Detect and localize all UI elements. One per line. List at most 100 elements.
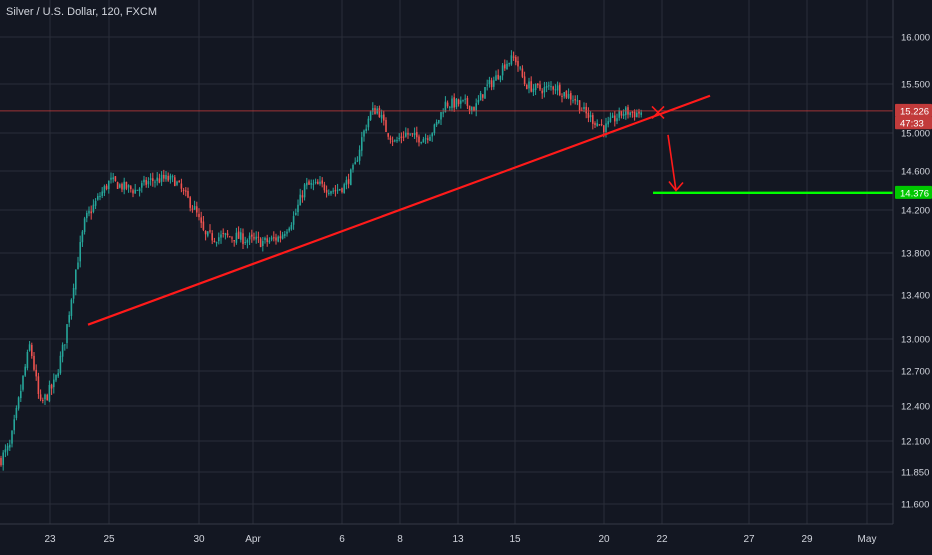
y-tick-label: 14.600 — [901, 167, 930, 178]
candle-body — [132, 190, 134, 194]
candle-body — [237, 231, 240, 239]
candle-body — [202, 221, 205, 230]
candle-body — [460, 100, 462, 104]
candle-body — [127, 185, 130, 188]
candle-body — [396, 140, 398, 142]
candle-body — [4, 449, 7, 453]
break-cross-icon — [651, 105, 665, 119]
candle-body — [477, 100, 480, 103]
x-tick-label: May — [858, 534, 877, 545]
y-axis[interactable]: 16.000 15.500 15.000 14.600 14.200 13.800 13.4… — [892, 0, 932, 550]
candle-body — [515, 57, 517, 63]
candle-body — [299, 194, 301, 206]
candle-body — [251, 234, 253, 237]
candle-body — [191, 208, 194, 210]
candle-body — [218, 237, 220, 242]
candle-body — [88, 210, 90, 214]
candle-body — [611, 115, 614, 118]
x-axis[interactable]: 23 25 30 Apr 6 8 13 15 20 22 27 29 May — [0, 523, 893, 545]
support-trendline[interactable] — [87, 94, 711, 326]
candle-body — [638, 111, 640, 114]
candle-body — [475, 103, 477, 112]
candle-body — [235, 232, 238, 243]
candle-body — [284, 234, 286, 236]
x-tick-label: 6 — [339, 534, 345, 545]
candle-body — [55, 374, 57, 381]
candle-body — [13, 419, 15, 431]
candle-body — [556, 85, 559, 91]
candle-body — [44, 394, 46, 400]
candle-body — [103, 186, 106, 193]
grid — [0, 0, 893, 524]
candle-body — [277, 236, 279, 242]
candle-body — [589, 115, 592, 118]
candle-body — [614, 115, 616, 122]
candle-body — [541, 90, 543, 94]
candle-body — [372, 108, 374, 112]
candle-body — [367, 118, 370, 128]
candle-body — [444, 101, 447, 113]
candle-body — [332, 190, 334, 192]
candle-body — [42, 399, 44, 401]
candle-body — [165, 174, 167, 180]
candle-body — [110, 177, 112, 180]
candle-body — [200, 217, 202, 223]
candle-body — [224, 233, 227, 235]
candle-body — [400, 136, 403, 138]
candle-body — [497, 74, 499, 79]
candle-body — [427, 138, 429, 140]
candle-body — [592, 115, 594, 124]
candle-body — [112, 177, 114, 180]
candle-body — [343, 184, 345, 193]
candle-body — [636, 112, 638, 118]
candle-body — [281, 234, 284, 239]
x-tick-label: 8 — [397, 534, 403, 545]
candle-body — [449, 106, 451, 108]
candle-body — [125, 181, 128, 189]
candle-body — [341, 188, 343, 193]
candle-body — [28, 344, 31, 351]
candle-body — [180, 183, 183, 189]
candle-body — [295, 212, 297, 215]
y-tick-label: 11.600 — [901, 500, 929, 511]
candle-body — [275, 237, 277, 241]
candle-body — [554, 89, 557, 91]
candle-body — [620, 110, 623, 116]
price-tag-label: 15.226 — [900, 106, 929, 117]
candle-body — [387, 133, 389, 137]
candle-body — [9, 444, 11, 448]
candle-body — [273, 237, 275, 239]
candle-body — [550, 86, 552, 88]
candle-body — [413, 133, 416, 136]
x-tick-label: 23 — [44, 534, 56, 545]
candle-body — [257, 236, 260, 238]
candle-body — [185, 190, 187, 192]
candle-body — [350, 169, 352, 186]
candle-body — [59, 355, 62, 374]
candle-body — [31, 345, 33, 357]
candle-body — [609, 117, 612, 122]
candle-body — [240, 232, 242, 240]
candle-body — [583, 106, 585, 110]
candle-body — [33, 355, 35, 370]
y-axis-panel — [893, 0, 932, 550]
candle-body — [105, 185, 108, 189]
candle-body — [220, 234, 222, 238]
candle-body — [226, 233, 229, 236]
candle-body — [378, 108, 381, 118]
candle-body — [198, 213, 200, 218]
candle-body — [20, 391, 22, 399]
candle-body — [24, 366, 26, 376]
candle-body — [196, 206, 198, 213]
candle-body — [565, 90, 568, 98]
candle-body — [598, 124, 601, 126]
candle-body — [26, 352, 29, 369]
candle-body — [356, 160, 359, 162]
candle-body — [66, 324, 68, 343]
candle-body — [435, 122, 438, 126]
candle-body — [422, 139, 425, 143]
candle-body — [325, 190, 328, 193]
